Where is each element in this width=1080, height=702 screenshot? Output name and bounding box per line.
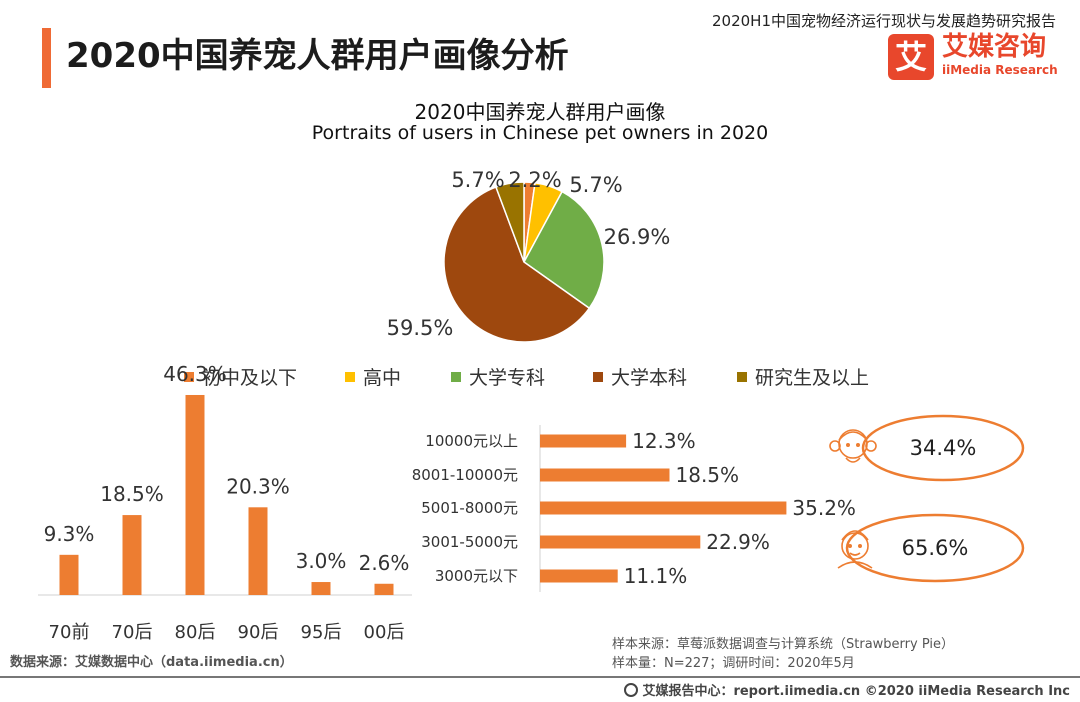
legend-swatch (451, 372, 461, 382)
page-title: 2020中国养宠人群用户画像分析 (66, 36, 569, 76)
age-value-label: 18.5% (100, 482, 164, 506)
title-accent-bar (42, 28, 51, 88)
income-category-label: 10000元以上 (425, 432, 518, 450)
legend-item: 初中及以下 (184, 367, 297, 389)
income-bar (540, 569, 618, 583)
legend-item: 大学本科 (593, 367, 687, 389)
education-legend: 初中及以下 高中 大学专科 大学本科 研究生及以上 (184, 367, 869, 389)
logo-mark: 艾 (888, 34, 934, 80)
income-value-label: 18.5% (676, 463, 740, 487)
income-value-label: 22.9% (706, 530, 770, 554)
income-value-label: 11.1% (624, 564, 688, 588)
age-category-label: 80后 (175, 622, 216, 643)
age-category-label: 70后 (112, 622, 153, 643)
age-value-label: 9.3% (44, 522, 95, 546)
income-bar (540, 501, 787, 515)
income-category-label: 5001-8000元 (421, 499, 518, 517)
age-value-label: 20.3% (226, 474, 290, 498)
report-name: 2020H1中国宠物经济运行现状与发展趋势研究报告 (712, 12, 1056, 30)
legend-swatch (593, 372, 603, 382)
legend-swatch (184, 372, 194, 382)
legend-label: 大学专科 (469, 367, 545, 389)
pie-label: 2.2% (508, 168, 561, 192)
data-source: 数据来源：艾媒数据中心（data.iimedia.cn） (10, 655, 293, 670)
age-category-label: 70前 (49, 622, 90, 643)
legend-item: 高中 (345, 367, 401, 389)
age-value-label: 46.3% (163, 362, 227, 386)
income-value-label: 12.3% (632, 429, 696, 453)
pie-label: 59.5% (387, 316, 454, 340)
age-bar (122, 515, 142, 595)
age-value-label: 3.0% (296, 549, 347, 573)
legend-item: 大学专科 (451, 367, 545, 389)
legend-swatch (345, 372, 355, 382)
legend-swatch (737, 372, 747, 382)
age-category-label: 00后 (364, 622, 405, 643)
pie-slice (523, 190, 605, 310)
pie-label: 5.7% (569, 173, 622, 197)
footer-copyright: 艾媒报告中心：report.iimedia.cn ©2020 iiMedia R… (624, 680, 1070, 699)
pie-slice (494, 181, 525, 263)
income-bar (540, 468, 670, 482)
income-value-label: 35.2% (792, 496, 856, 520)
globe-icon (624, 683, 639, 697)
age-bar (185, 394, 205, 595)
income-bar (540, 535, 701, 549)
female-icon (829, 429, 877, 463)
income-bar-chart: 12.3% 10000元以上 18.5% 8001-10000元 35.2% 5001-8… (412, 425, 856, 592)
income-bar (540, 434, 627, 448)
gender-value-label: 34.4% (910, 436, 977, 460)
income-category-label: 8001-10000元 (412, 466, 518, 484)
legend-label: 高中 (363, 367, 401, 389)
pie-slice (443, 186, 591, 343)
age-category-label: 90后 (238, 622, 279, 643)
legend-label: 研究生及以上 (755, 367, 869, 389)
age-category-label: 95后 (301, 622, 342, 643)
pie-label: 26.9% (604, 225, 671, 249)
sample-source: 样本来源：草莓派数据调查与计算系统（Strawberry Pie） (612, 637, 954, 652)
income-category-label: 3001-5000元 (421, 533, 518, 551)
age-bar (59, 554, 79, 595)
income-category-label: 3000元以下 (435, 567, 518, 585)
gender-ring (861, 414, 1025, 482)
gender-panel: 34.4% 65.6% (829, 414, 1025, 583)
age-bar (374, 583, 394, 595)
legend-label: 初中及以下 (202, 367, 297, 389)
age-bar-chart: 9.3% 70前 18.5% 70后 46.3% 80后 20.3% 90后 3.0% 95后 2.… (38, 362, 412, 643)
age-bar (248, 507, 268, 595)
age-value-label: 2.6% (359, 551, 410, 575)
legend-label: 大学本科 (611, 367, 687, 389)
iimedia-logo: 艾 艾媒咨询 iiMedia Research (888, 32, 1060, 80)
chart-subtitle: Portraits of users in Chinese pet owners… (311, 122, 769, 144)
chart-title: 2020中国养宠人群用户画像 (414, 100, 666, 124)
gender-value-label: 65.6% (902, 536, 969, 560)
pie-label: 5.7% (451, 168, 504, 192)
education-pie-chart: 2.2% 5.7%26.9%59.5%5.7% (387, 168, 671, 343)
gender-ring (845, 513, 1025, 583)
logo-en-text: iiMedia Research (942, 63, 1058, 77)
footer-divider (0, 676, 1080, 678)
logo-cn-text: 艾媒咨询 (942, 32, 1047, 62)
sample-size: 样本量：N=227；调研时间：2020年5月 (612, 656, 855, 671)
legend-item: 研究生及以上 (737, 367, 869, 389)
copyright-text: 艾媒报告中心：report.iimedia.cn ©2020 iiMedia R… (642, 684, 1070, 699)
age-bar (311, 582, 331, 595)
